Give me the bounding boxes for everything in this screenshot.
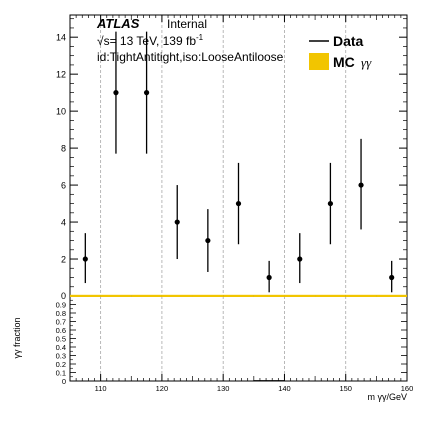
main-y-ticks: 2 4 6 8 10 12 14 [56, 18, 407, 288]
selection-label: id:TightAntitight,iso:LooseAntiloose [97, 50, 284, 64]
mc-bin [253, 294, 285, 297]
legend-mc-label: MC [333, 54, 355, 70]
data-point [389, 274, 395, 281]
x-tick-label: 160 [401, 384, 414, 393]
legend-data-label: Data [333, 33, 364, 49]
data-point [327, 200, 334, 207]
main-grid [100, 15, 347, 296]
main-y-tick-label: 2 [61, 255, 66, 265]
mc-bin [345, 294, 377, 297]
data-point [358, 182, 364, 188]
mc-layer [70, 294, 407, 297]
main-y-tick-label: 12 [56, 70, 66, 80]
data-point [143, 90, 150, 96]
ratio-y-tick-label: 0.1 [56, 368, 66, 377]
ratio-y-ticks: 00.10.20.30.40.50.60.70.80.9 [56, 299, 407, 386]
main-y-tick-label: 10 [56, 107, 66, 117]
x-tick-label: 130 [217, 384, 230, 393]
ratio-grid [100, 296, 347, 381]
atlas-label: ATLAS [96, 16, 140, 31]
data-point [82, 256, 88, 262]
x-tick-label: 110 [95, 384, 107, 393]
x-ticks: 110 120 130 140 150 160 [75, 15, 414, 393]
legend-mc-swatch [309, 53, 329, 70]
internal-label: Internal [167, 17, 207, 31]
x-tick-label: 120 [156, 384, 169, 393]
energy-label: √s= 13 TeV, 139 fb-1 [97, 33, 204, 48]
mc-bin [192, 294, 224, 297]
main-y-tick-label: 8 [61, 144, 66, 154]
ratio-y-tick-label: 0.3 [56, 351, 66, 360]
ratio-y-tick-label: 0.5 [56, 334, 66, 343]
mc-bin [223, 294, 254, 297]
data-point [174, 219, 180, 225]
mc-bin [284, 294, 316, 297]
ratio-y-tick-label: 0 [62, 377, 66, 386]
mc-bin [161, 294, 193, 297]
mc-bin [131, 294, 162, 297]
energy-text: √s= 13 TeV, 139 fb [97, 34, 196, 48]
data-point [113, 90, 119, 96]
data-point [266, 274, 272, 281]
data-layer [82, 31, 395, 293]
main-y-tick-label: 4 [61, 218, 66, 228]
data-point [297, 256, 303, 262]
data-point [205, 237, 211, 244]
ratio-y-tick-label: 0.4 [56, 343, 66, 352]
ratio-y-tick-label: 0.9 [56, 300, 66, 309]
x-axis-title: m γγ/GeV [367, 392, 407, 402]
x-tick-label: 150 [339, 384, 352, 393]
ratio-y-tick-label: 0.6 [56, 326, 66, 335]
mc-bin [70, 294, 101, 297]
ratio-frame [69, 295, 408, 382]
main-y-zero-label: 0 [61, 291, 66, 301]
ratio-y-tick-label: 0.8 [56, 309, 66, 318]
ratio-y-tick-label: 0.7 [56, 317, 66, 326]
legend-mc-sublabel: γγ [361, 55, 372, 70]
ratio-y-axis-title: γγ fraction [12, 317, 22, 358]
ratio-y-tick-label: 0.2 [56, 360, 66, 369]
mc-bin [315, 294, 346, 297]
mc-bin [376, 294, 407, 297]
main-y-tick-label: 14 [56, 33, 66, 43]
main-y-tick-label: 6 [61, 181, 66, 191]
data-point [235, 200, 242, 207]
mc-bin [100, 294, 132, 297]
energy-superscript: -1 [196, 33, 204, 42]
x-tick-label: 140 [278, 384, 291, 393]
